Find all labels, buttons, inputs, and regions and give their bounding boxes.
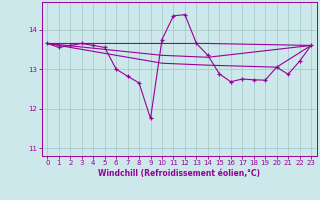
X-axis label: Windchill (Refroidissement éolien,°C): Windchill (Refroidissement éolien,°C)	[98, 169, 260, 178]
